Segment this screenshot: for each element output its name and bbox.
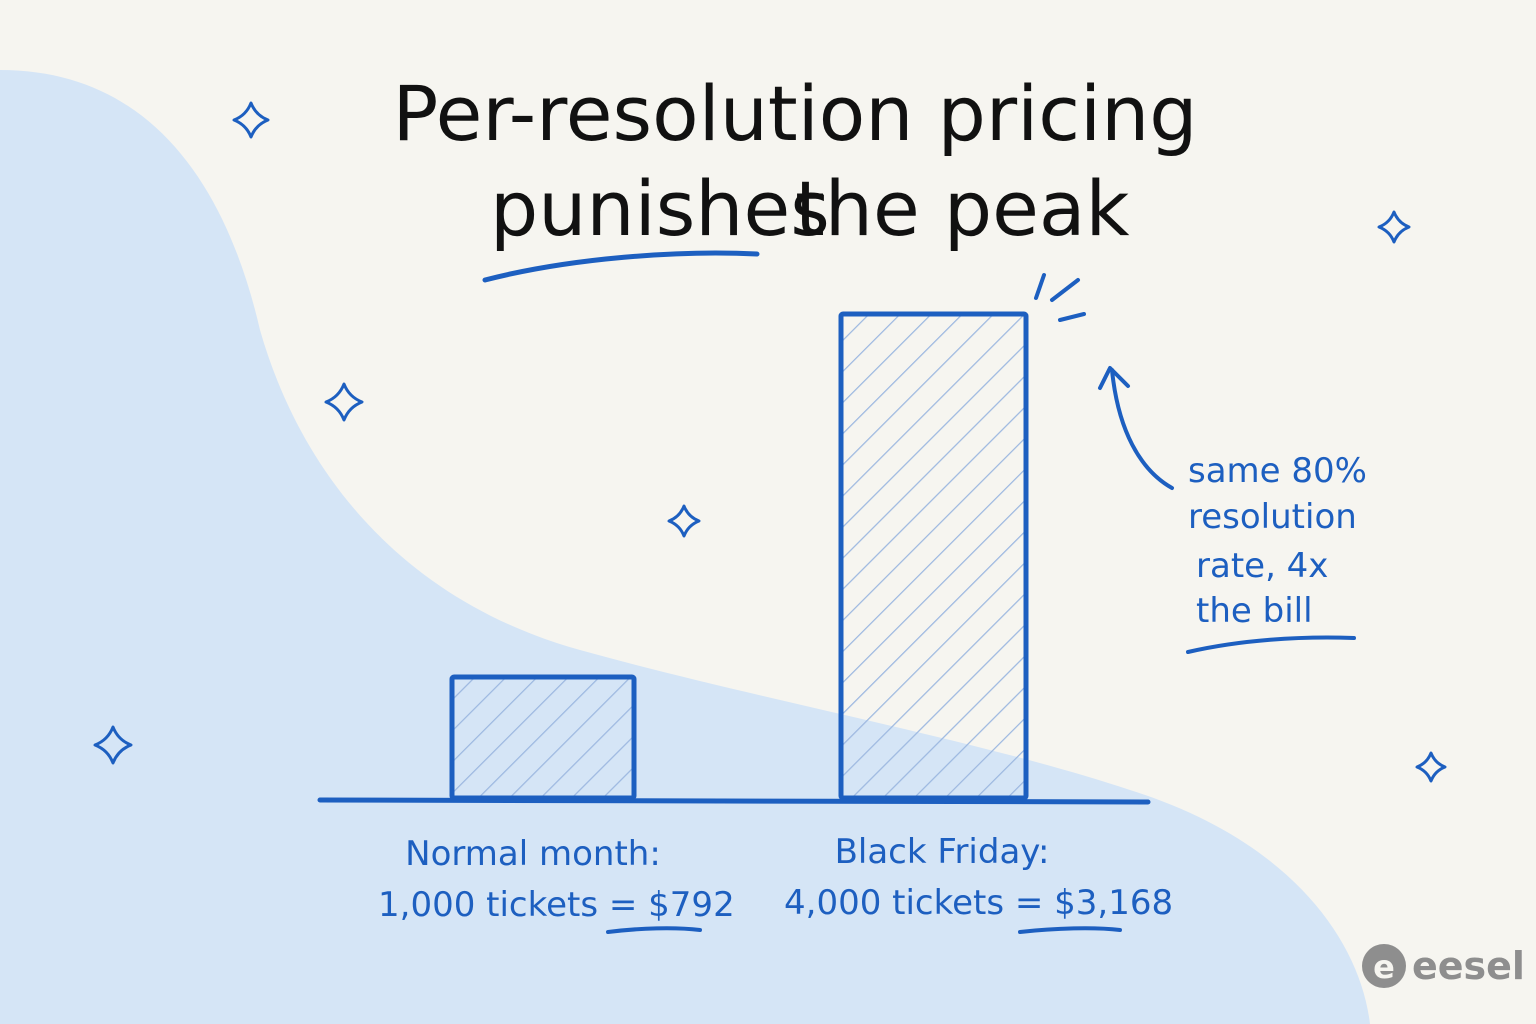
- annotation-underline: [1186, 635, 1356, 654]
- sparkle-icon: [667, 504, 701, 538]
- logo-mark-circle: [1362, 944, 1406, 988]
- sparkle-icon: [93, 725, 133, 765]
- price-underline-black-friday: [1018, 926, 1122, 934]
- chart-title-line2-rest: the peak: [795, 164, 1129, 253]
- sparkle-icon: [324, 382, 364, 422]
- category-label-black-friday: Black Friday:: [835, 832, 1050, 872]
- emphasis-marks: [1034, 273, 1086, 322]
- price-normal-month: $792: [648, 885, 735, 925]
- annotation-line-2: resolution: [1188, 497, 1357, 537]
- x-axis-baseline: [317, 797, 1151, 805]
- sparkle-decorations: [93, 101, 1447, 783]
- annotation-line-1: same 80%: [1188, 451, 1367, 491]
- chart-title-line1: Per-resolution pricing: [392, 69, 1197, 158]
- annotation-arrowhead: [1098, 366, 1130, 390]
- logo-mark-letter: e: [1373, 948, 1395, 986]
- bar-normal-month: [449, 674, 637, 801]
- title-underline: [482, 250, 760, 283]
- logo-wordmark: eesel: [1412, 944, 1525, 988]
- price-black-friday: $3,168: [1054, 883, 1173, 923]
- category-detail-black-friday: 4,000 tickets = $3,168: [784, 883, 1173, 923]
- sparkle-icon: [1415, 751, 1447, 783]
- price-underline-normal-month: [606, 926, 702, 934]
- annotation-arrow: [1110, 368, 1174, 490]
- bar-black-friday: [838, 311, 1029, 801]
- annotation-line-4: the bill: [1196, 591, 1313, 631]
- category-detail-normal-month: 1,000 tickets = $792: [378, 885, 735, 925]
- sparkle-icon: [1377, 210, 1411, 244]
- annotation-line-3: rate, 4x: [1196, 546, 1328, 586]
- category-label-normal-month: Normal month:: [405, 834, 661, 874]
- chart-title-line2-underlined: punishes: [490, 164, 830, 253]
- sparkle-icon: [232, 101, 270, 139]
- eesel-logo: e eesel: [1362, 944, 1525, 988]
